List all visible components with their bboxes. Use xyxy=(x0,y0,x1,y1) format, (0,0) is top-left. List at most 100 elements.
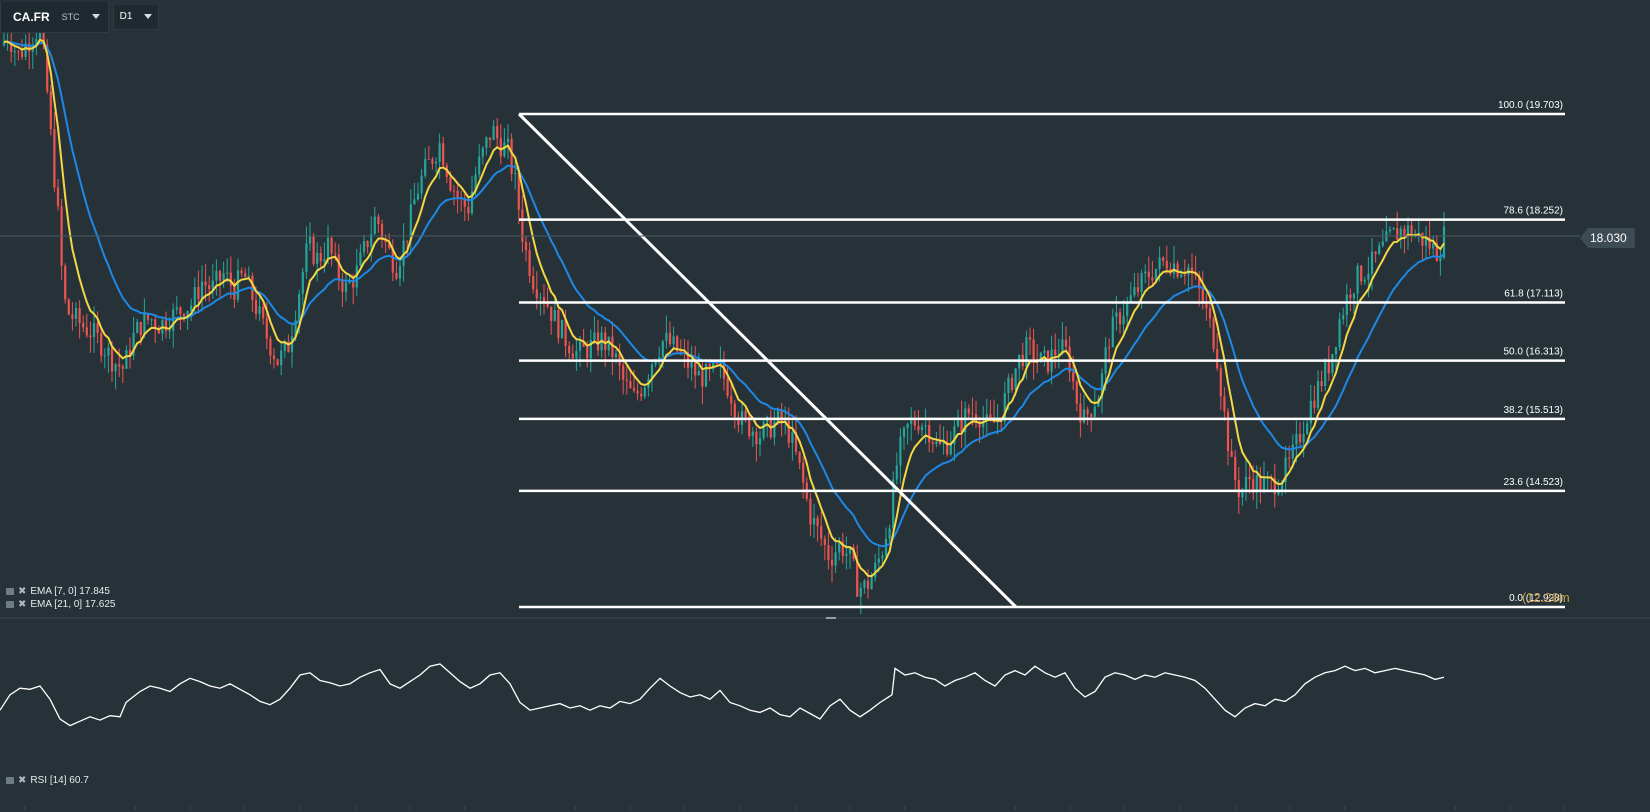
candle-body xyxy=(125,350,128,369)
candle-body xyxy=(492,125,495,140)
candle-body xyxy=(1057,353,1060,355)
candle-body xyxy=(751,431,754,437)
candle-body xyxy=(20,51,24,57)
candle-body xyxy=(1345,294,1348,316)
candle-body xyxy=(1370,251,1374,274)
candle-body xyxy=(2,41,6,46)
candle-body xyxy=(1237,480,1240,498)
candle-body xyxy=(395,272,398,279)
candle-body xyxy=(1291,444,1294,459)
candle-body xyxy=(247,275,250,277)
candle-body xyxy=(1219,368,1222,397)
candle-body xyxy=(283,341,286,351)
candle-body xyxy=(211,280,214,289)
chevron-down-icon[interactable] xyxy=(91,14,100,19)
candle-body xyxy=(1180,274,1183,277)
candle-body xyxy=(172,309,175,331)
candle-body xyxy=(1262,478,1266,492)
candle-body xyxy=(863,580,866,588)
candle-body xyxy=(557,310,560,339)
candle-body xyxy=(373,216,376,234)
candle-body xyxy=(895,465,898,480)
symbol-selector[interactable]: CA.FR STC xyxy=(0,1,109,33)
candle-body xyxy=(56,187,60,207)
candle-body xyxy=(668,332,672,345)
candle-body xyxy=(1280,482,1284,492)
candle-body xyxy=(1241,489,1244,498)
candle-body xyxy=(78,308,81,324)
candle-body xyxy=(316,252,319,264)
candle-body xyxy=(330,237,333,254)
candle-body xyxy=(276,359,279,366)
settings-icon[interactable] xyxy=(6,601,14,608)
candle-body xyxy=(773,421,776,438)
candle-body xyxy=(1421,232,1424,246)
candle-body xyxy=(186,311,189,319)
candle-body xyxy=(474,174,477,192)
candle-body xyxy=(398,265,402,279)
candle-body xyxy=(1306,423,1309,434)
candle-body xyxy=(359,252,362,266)
candle-body xyxy=(870,577,873,589)
settings-icon[interactable] xyxy=(6,588,14,595)
candle-body xyxy=(528,250,531,276)
close-icon[interactable]: ✖ xyxy=(18,585,27,597)
close-icon[interactable]: ✖ xyxy=(18,598,27,610)
candle-body xyxy=(928,425,931,443)
candle-body xyxy=(1298,433,1302,443)
candle-body xyxy=(942,441,945,444)
candle-body xyxy=(665,332,668,342)
candle-body xyxy=(71,314,74,319)
candle-body xyxy=(1165,260,1168,269)
settings-icon[interactable] xyxy=(6,777,14,784)
candle-body xyxy=(1381,241,1384,246)
candle-body xyxy=(899,436,902,466)
candle-body xyxy=(971,413,974,415)
candle-body xyxy=(348,280,351,283)
candle-body xyxy=(762,422,765,439)
candle-body xyxy=(10,41,13,52)
candle-body xyxy=(110,347,114,372)
candle-body xyxy=(856,559,859,597)
candle-body xyxy=(128,350,132,356)
candle-body xyxy=(1212,318,1215,350)
candle-body xyxy=(100,333,103,356)
candle-body xyxy=(287,341,290,353)
candle-body xyxy=(67,299,70,315)
candle-body xyxy=(758,438,762,445)
candle-body xyxy=(517,173,520,210)
candle-body xyxy=(197,286,200,300)
candle-body xyxy=(496,125,499,139)
candle-body xyxy=(146,313,150,320)
candle-body xyxy=(1136,287,1140,292)
candle-body xyxy=(809,498,812,525)
timeframe-selector[interactable]: D1 xyxy=(112,4,160,30)
fib-level-label: 0.0 (12.928) xyxy=(1509,593,1563,604)
candle-body xyxy=(1255,475,1258,493)
candle-body xyxy=(521,209,524,242)
candle-body xyxy=(989,414,992,418)
candle-body xyxy=(1324,361,1327,387)
candle-body xyxy=(960,417,963,433)
candle-body xyxy=(96,323,99,334)
candle-body xyxy=(596,332,600,351)
candle-body xyxy=(614,353,618,358)
candle-body xyxy=(1248,476,1251,480)
candle-body xyxy=(582,341,585,347)
chevron-down-icon[interactable] xyxy=(144,14,153,19)
candle-body xyxy=(902,428,906,437)
ema21-label: EMA [21, 0] 17.625 xyxy=(30,599,116,610)
candle-body xyxy=(182,314,186,319)
fibonacci-retracement: 100.0 (19.703) 78.6 (18.252) 61.8 (17.113)… xyxy=(517,100,1565,609)
candle-body xyxy=(1144,271,1147,274)
candle-body xyxy=(1093,406,1096,417)
candle-body xyxy=(708,363,711,369)
candle-body xyxy=(1115,312,1118,318)
candle-body xyxy=(694,362,697,376)
candle-body xyxy=(215,271,218,281)
close-icon[interactable]: ✖ xyxy=(18,774,27,786)
candle-body xyxy=(413,199,416,205)
candle-body xyxy=(841,541,844,556)
grid xyxy=(24,806,1566,810)
